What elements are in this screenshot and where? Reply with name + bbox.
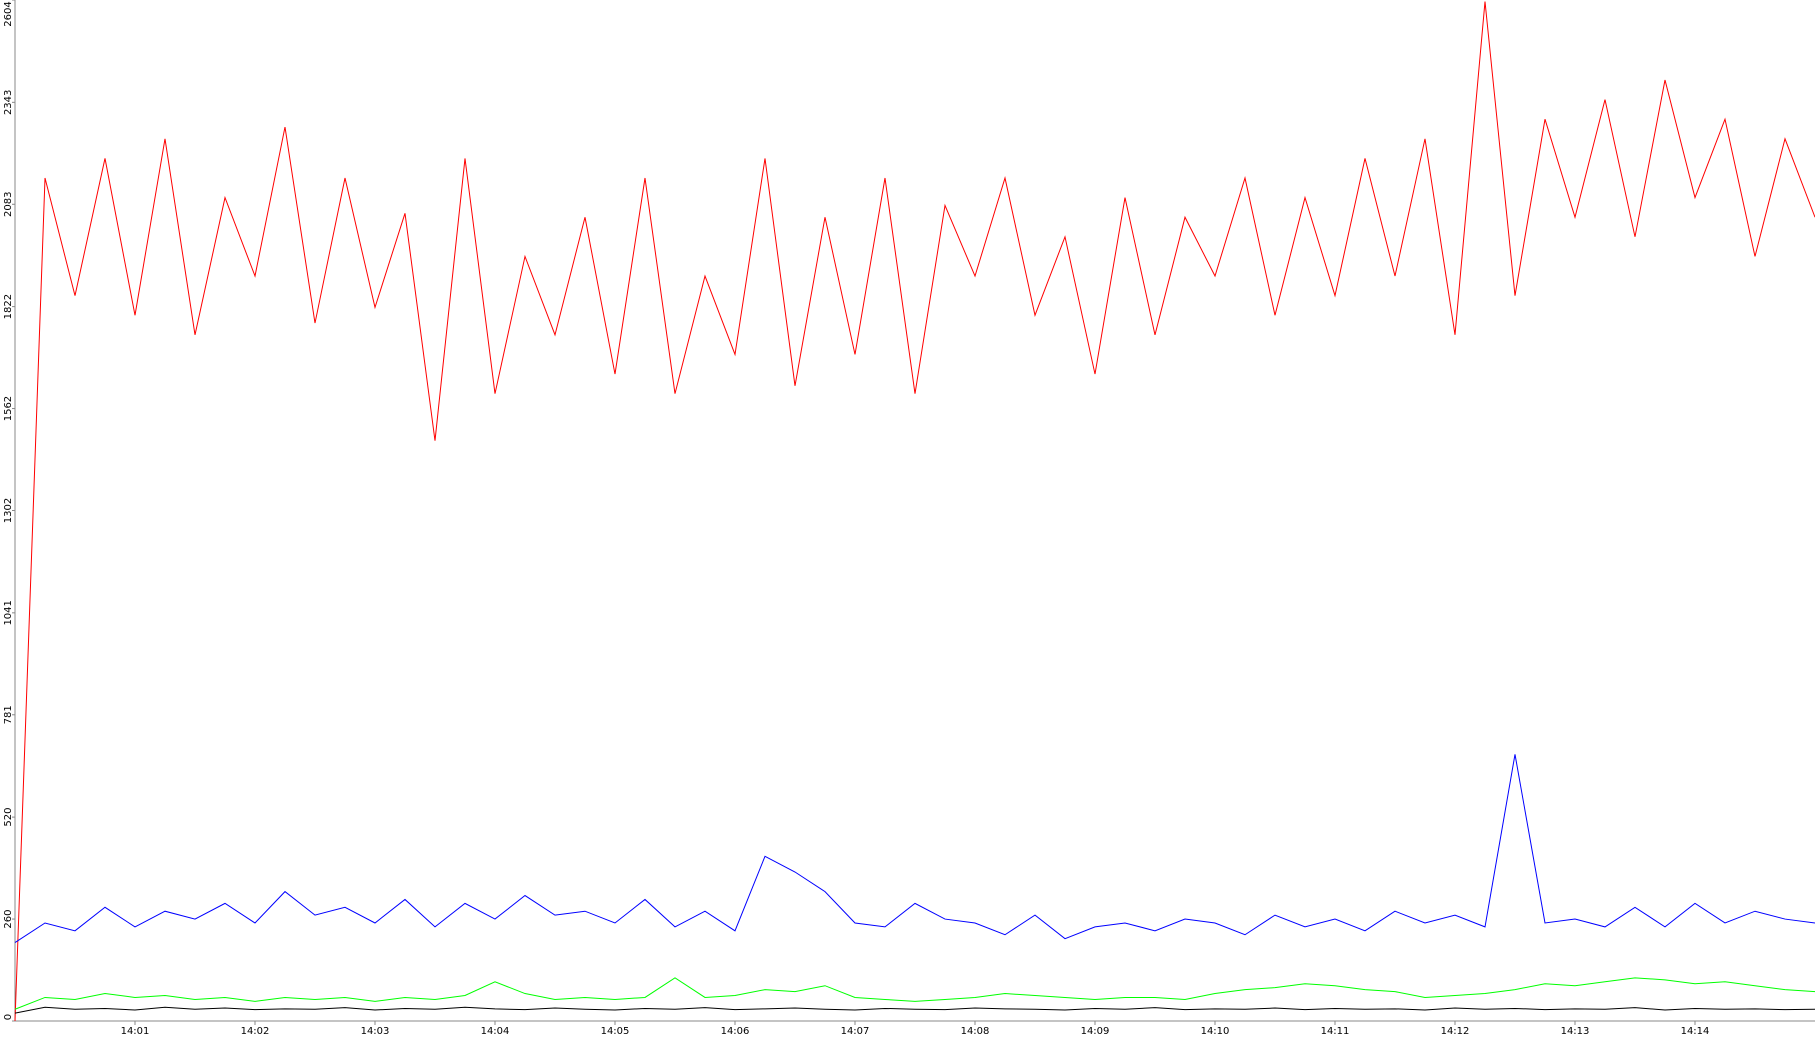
x-tick-label: 14:05: [601, 1026, 630, 1037]
x-tick-label: 14:09: [1081, 1026, 1110, 1037]
x-tick-label: 14:02: [241, 1026, 270, 1037]
y-tick-label: 2604: [3, 1, 14, 26]
y-tick-label: 0: [3, 1014, 14, 1020]
series-line: [14, 1006, 1815, 1014]
x-tick-label: 14:12: [1441, 1026, 1470, 1037]
x-tick-label: 14:06: [721, 1026, 750, 1037]
series-line: [14, 977, 1815, 1010]
y-tick-label: 1041: [3, 600, 14, 625]
x-tick-label: 14:07: [841, 1026, 870, 1037]
y-tick-label: 1822: [3, 294, 14, 319]
x-tick-label: 14:11: [1321, 1026, 1350, 1037]
x-tick-label: 14:01: [121, 1026, 150, 1037]
series-line: [14, 1, 1815, 1022]
x-tick-label: 14:03: [361, 1026, 390, 1037]
x-tick-label: 14:10: [1201, 1026, 1230, 1037]
x-tick-label: 14:13: [1561, 1026, 1590, 1037]
y-tick-label: 520: [3, 808, 14, 827]
y-tick-label: 260: [3, 910, 14, 929]
y-tick-label: 781: [3, 705, 14, 724]
series-line: [14, 754, 1815, 943]
x-tick-label: 14:04: [481, 1026, 510, 1037]
y-tick-label: 1302: [3, 498, 14, 523]
y-tick-label: 1562: [3, 396, 14, 421]
x-tick-label: 14:14: [1681, 1026, 1710, 1037]
x-tick-label: 14:08: [961, 1026, 990, 1037]
y-tick-label: 2343: [3, 90, 14, 115]
y-tick-label: 2083: [3, 192, 14, 217]
